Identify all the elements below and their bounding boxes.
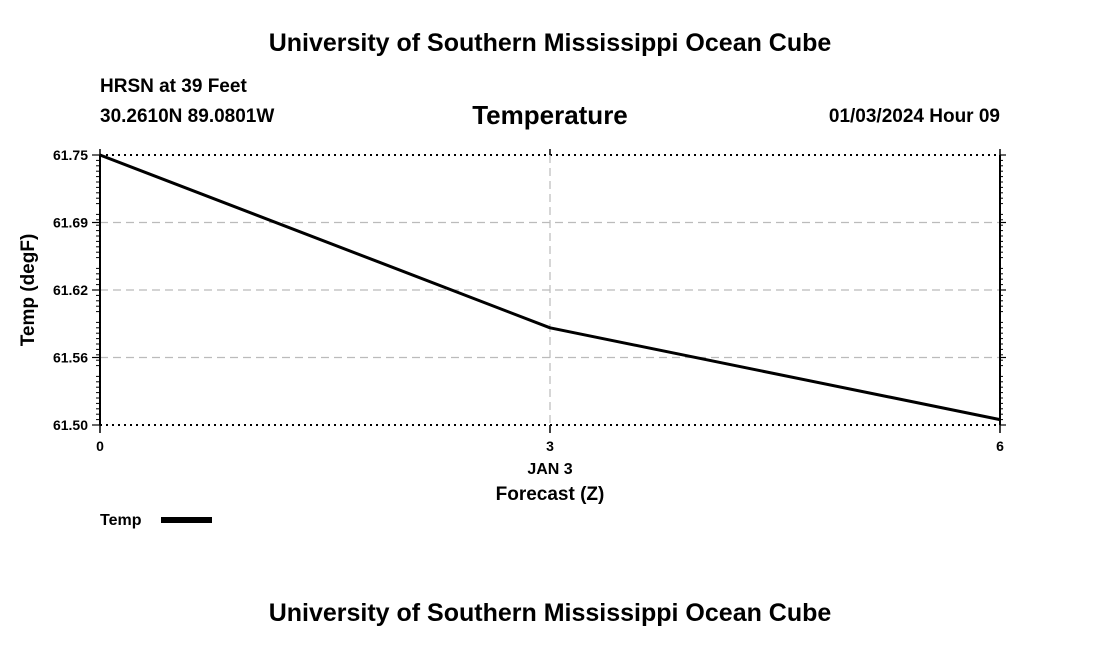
y-tick-label: 61.50 [53, 417, 88, 433]
grid-layer [100, 154, 1000, 426]
y-tick-label: 61.62 [53, 282, 88, 298]
y-tick-label: 61.69 [53, 215, 88, 231]
y-axis-label: Temp (degF) [18, 234, 39, 347]
station-label: HRSN at 39 Feet [100, 76, 247, 97]
series-line-temp [99, 153, 1001, 422]
x-tick-label: 3 [546, 438, 554, 454]
tick-layer: 61.50 61.56 61.62 61.69 61.75 0 3 6 [53, 147, 1006, 454]
station-coordinates: 30.2610N 89.0801W [100, 106, 275, 127]
x-axis-date-label: JAN 3 [527, 461, 572, 478]
y-tick-label: 61.75 [53, 147, 88, 163]
x-tick-label: 0 [96, 438, 104, 454]
forecast-datetime: 01/03/2024 Hour 09 [828, 106, 1000, 127]
y-tick-label: 61.56 [53, 350, 88, 366]
legend: Temp [100, 512, 212, 529]
footer-title: University of Southern Mississippi Ocean… [268, 599, 832, 627]
legend-label-temp: Temp [100, 512, 142, 529]
x-tick-label: 6 [996, 438, 1004, 454]
chart-title: Temperature [472, 100, 628, 130]
series-layer [99, 153, 1001, 422]
page-title: University of Southern Mississippi Ocean… [268, 29, 832, 57]
x-axis-label: Forecast (Z) [496, 484, 605, 505]
